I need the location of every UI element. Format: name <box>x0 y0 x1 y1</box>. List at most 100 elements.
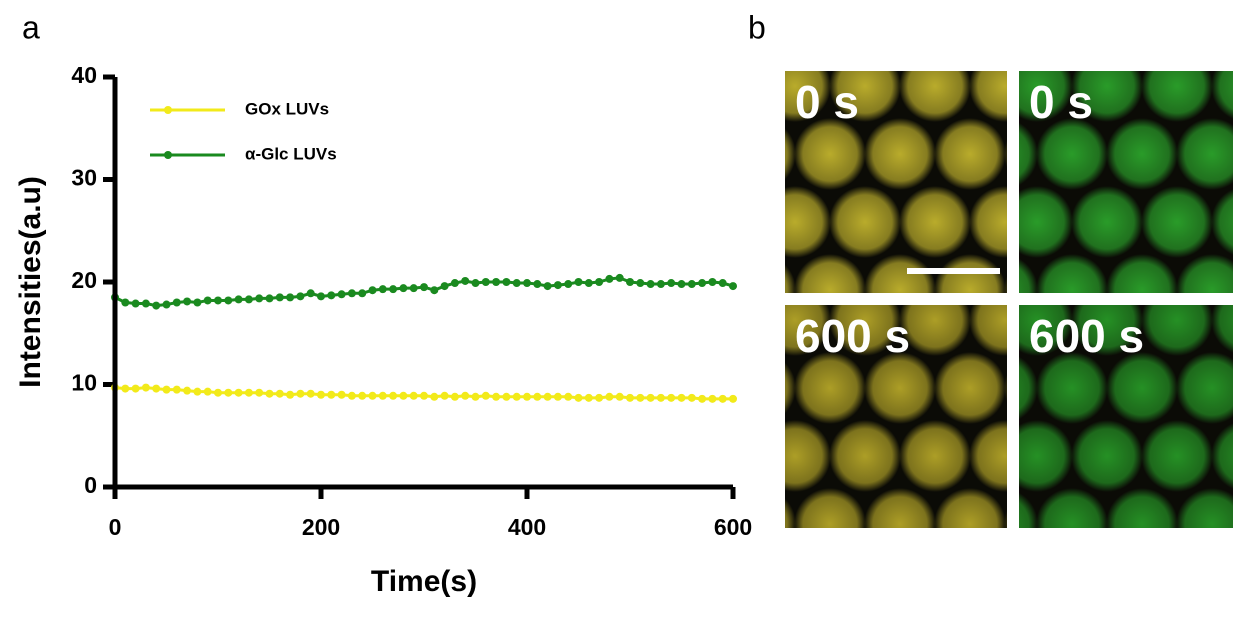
image-label: 600 s <box>795 310 910 362</box>
data-point <box>430 286 439 295</box>
data-point <box>244 388 253 397</box>
data-point <box>347 391 356 400</box>
data-point <box>646 280 655 289</box>
data-point <box>636 279 645 288</box>
data-point <box>224 296 233 305</box>
data-point <box>183 297 192 306</box>
data-point <box>574 278 583 286</box>
data-point <box>584 393 593 402</box>
data-point <box>162 385 171 394</box>
data-point <box>162 300 171 309</box>
vesicle <box>829 420 901 492</box>
data-point <box>718 394 727 403</box>
data-point <box>461 276 470 285</box>
data-point <box>327 291 336 300</box>
data-point <box>389 285 398 294</box>
data-point <box>234 388 243 397</box>
vesicle <box>1004 275 1007 293</box>
image-label: 0 s <box>795 76 859 128</box>
data-point <box>564 280 573 289</box>
legend-marker <box>164 151 172 159</box>
vesicle <box>785 71 831 122</box>
x-tick-label: 200 <box>302 514 340 540</box>
vesicle <box>1176 254 1233 293</box>
data-point <box>358 391 367 400</box>
vesicle <box>1019 258 1038 293</box>
vesicle <box>1071 305 1143 356</box>
vesicle <box>785 498 796 528</box>
data-point <box>626 278 634 286</box>
data-point <box>502 278 511 286</box>
data-point <box>337 390 346 399</box>
data-point <box>677 280 686 289</box>
data-point <box>605 274 614 283</box>
axes <box>112 77 733 490</box>
data-point <box>667 393 676 402</box>
vesicle <box>864 488 936 528</box>
data-point <box>214 388 222 397</box>
vesicle <box>934 0 1006 54</box>
vesicle <box>1141 305 1213 356</box>
vesicle <box>1019 122 1038 186</box>
vesicle <box>1019 71 1073 122</box>
data-point <box>461 391 470 400</box>
panel-label: b <box>748 9 766 45</box>
data-point <box>389 391 398 400</box>
vesicle <box>689 50 761 122</box>
vesicle <box>1004 139 1007 169</box>
vesicle <box>864 254 936 293</box>
data-point <box>656 280 665 289</box>
vesicle <box>794 0 866 54</box>
vesicle <box>785 264 796 293</box>
vesicle <box>794 488 866 528</box>
data-point <box>553 392 562 401</box>
vesicle <box>1106 352 1178 424</box>
data-point <box>553 281 562 290</box>
vesicle <box>1176 0 1233 54</box>
vesicle <box>899 420 971 492</box>
vesicle <box>934 118 1006 190</box>
data-point <box>121 298 130 307</box>
vesicle <box>1004 373 1007 403</box>
y-tick-label: 20 <box>71 267 97 293</box>
data-point <box>327 390 336 399</box>
vesicle <box>785 305 831 356</box>
vesicle <box>1176 352 1233 424</box>
legend-label: α-Glc LUVs <box>245 144 337 163</box>
data-point <box>265 294 274 303</box>
data-point <box>698 279 707 288</box>
data-point <box>409 284 418 293</box>
vesicle <box>1036 352 1108 424</box>
vesicle <box>689 186 761 258</box>
vesicle <box>829 186 901 258</box>
data-point <box>440 282 449 291</box>
vesicle <box>969 71 1007 122</box>
vesicle <box>1106 488 1178 528</box>
y-axis-label: Intensities(a.u) <box>14 176 47 388</box>
data-point <box>193 387 202 396</box>
data-point <box>523 392 531 401</box>
data-point <box>275 293 284 302</box>
data-point <box>244 295 253 304</box>
micrograph <box>1019 305 1233 528</box>
vesicle <box>1106 254 1178 293</box>
vesicle <box>794 254 866 293</box>
data-point <box>729 394 737 403</box>
data-point <box>502 392 511 401</box>
data-point <box>399 284 408 293</box>
vesicle <box>785 186 831 258</box>
data-point <box>471 279 480 288</box>
vesicle <box>1106 0 1178 54</box>
data-point <box>430 392 439 401</box>
data-point <box>698 394 707 403</box>
data-point <box>471 392 480 401</box>
data-point <box>255 388 264 397</box>
data-point <box>296 292 305 301</box>
data-point <box>718 279 727 288</box>
vesicle <box>1004 509 1007 528</box>
vesicle <box>1141 186 1213 258</box>
data-point <box>481 391 490 400</box>
data-point <box>214 296 222 305</box>
data-point <box>595 278 604 286</box>
